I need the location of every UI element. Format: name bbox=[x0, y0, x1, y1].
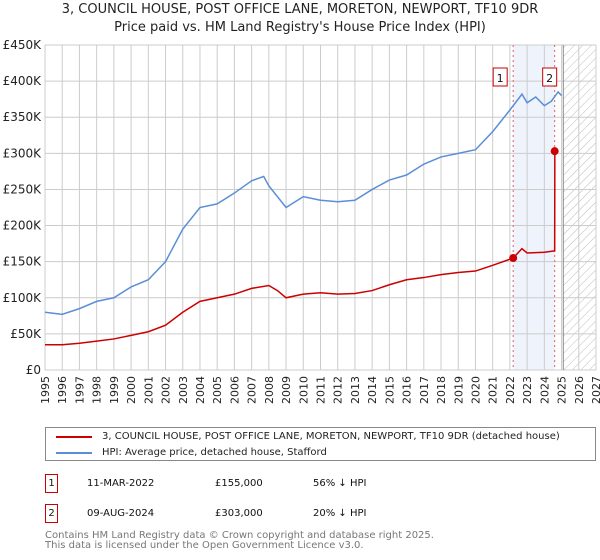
x-tick-label: 2026 bbox=[573, 376, 586, 404]
x-tick-label: 2015 bbox=[383, 376, 396, 404]
x-tick-label: 2007 bbox=[246, 376, 259, 404]
marker-badge: 2 bbox=[45, 504, 58, 523]
y-tick-label: £100K bbox=[3, 291, 43, 305]
x-tick-label: 2018 bbox=[435, 376, 448, 404]
sale-marker-box bbox=[542, 67, 558, 87]
legend-label: HPI: Average price, detached house, Staf… bbox=[102, 447, 327, 458]
x-tick-label: 2020 bbox=[469, 376, 482, 404]
x-tick-label: 2005 bbox=[211, 376, 224, 404]
marker-badge: 1 bbox=[45, 474, 58, 493]
x-tick-label: 2012 bbox=[332, 376, 345, 404]
y-tick-label: £350K bbox=[3, 110, 43, 124]
legend: 3, COUNCIL HOUSE, POST OFFICE LANE, MORE… bbox=[45, 427, 596, 461]
x-tick-label: 2004 bbox=[194, 376, 207, 404]
x-tick-label: 2023 bbox=[521, 376, 534, 404]
date: 11-MAR-2022 bbox=[87, 478, 155, 489]
x-tick-label: 1999 bbox=[108, 376, 121, 404]
x-tick-label: 2001 bbox=[142, 376, 155, 404]
hpi-diff: 20% ↓ HPI bbox=[313, 508, 367, 519]
sale-point bbox=[550, 147, 559, 156]
x-tick-label: 2008 bbox=[263, 376, 276, 404]
y-tick-label: £50K bbox=[10, 327, 42, 341]
x-tick-label: 2010 bbox=[297, 376, 310, 404]
x-tick-label: 1996 bbox=[56, 376, 69, 404]
sale-period-shade bbox=[513, 45, 555, 370]
x-tick-label: 2009 bbox=[280, 376, 293, 404]
y-tick-label: £300K bbox=[3, 146, 43, 160]
footer: Contains HM Land Registry data © Crown c… bbox=[45, 531, 434, 551]
x-tick-label: 2011 bbox=[315, 376, 328, 404]
x-tick-label: 2003 bbox=[177, 376, 190, 404]
price: £303,000 bbox=[215, 508, 263, 519]
x-tick-label: 1995 bbox=[39, 376, 52, 404]
x-tick-label: 2017 bbox=[418, 376, 431, 404]
x-tick-label: 2006 bbox=[228, 376, 241, 404]
footer-line: Contains HM Land Registry data © Crown c… bbox=[45, 530, 434, 541]
footer-line: This data is licensed under the Open Gov… bbox=[45, 540, 364, 551]
series-line bbox=[44, 90, 563, 316]
sale-marker-box bbox=[492, 67, 508, 87]
x-tick-label: 1997 bbox=[73, 376, 86, 404]
sale-marker-label: 1 bbox=[497, 72, 504, 85]
x-tick-label: 2002 bbox=[160, 376, 173, 404]
x-tick-label: 2016 bbox=[401, 376, 414, 404]
y-tick-label: £450K bbox=[3, 38, 43, 52]
x-tick-label: 2024 bbox=[538, 376, 551, 404]
x-tick-label: 1998 bbox=[91, 376, 104, 404]
y-tick-label: £150K bbox=[3, 255, 43, 269]
chart-title: 3, COUNCIL HOUSE, POST OFFICE LANE, MORE… bbox=[61, 2, 539, 17]
sale-marker-label: 2 bbox=[546, 72, 553, 85]
x-tick-label: 2013 bbox=[349, 376, 362, 404]
legend-item-property: 3, COUNCIL HOUSE, POST OFFICE LANE, MORE… bbox=[56, 431, 560, 442]
y-tick-label: £250K bbox=[3, 182, 43, 196]
y-tick-label: £0 bbox=[26, 363, 41, 377]
y-tick-label: £200K bbox=[3, 219, 43, 233]
x-tick-label: 2025 bbox=[556, 376, 569, 404]
legend-item-hpi: HPI: Average price, detached house, Staf… bbox=[56, 447, 327, 458]
future-hatch bbox=[563, 45, 596, 370]
x-tick-label: 2000 bbox=[125, 376, 138, 404]
x-tick-label: 2027 bbox=[590, 376, 600, 404]
series-line bbox=[45, 150, 557, 346]
date: 09-AUG-2024 bbox=[87, 508, 155, 519]
x-tick-label: 2022 bbox=[504, 376, 517, 404]
price: £155,000 bbox=[215, 478, 263, 489]
chart: 1995 1996 1997 1998 1999 2000 2001 2002 2003 2004… bbox=[3, 38, 600, 404]
legend-label: 3, COUNCIL HOUSE, POST OFFICE LANE, MORE… bbox=[102, 431, 560, 442]
x-tick-label: 2021 bbox=[487, 376, 500, 404]
sale-point bbox=[509, 254, 518, 263]
hpi-diff: 56% ↓ HPI bbox=[313, 478, 367, 489]
y-tick-label: £400K bbox=[3, 74, 43, 88]
x-tick-label: 2019 bbox=[452, 376, 465, 404]
x-tick-label: 2014 bbox=[366, 376, 379, 404]
chart-subtitle: Price paid vs. HM Land Registry's House … bbox=[114, 20, 486, 35]
